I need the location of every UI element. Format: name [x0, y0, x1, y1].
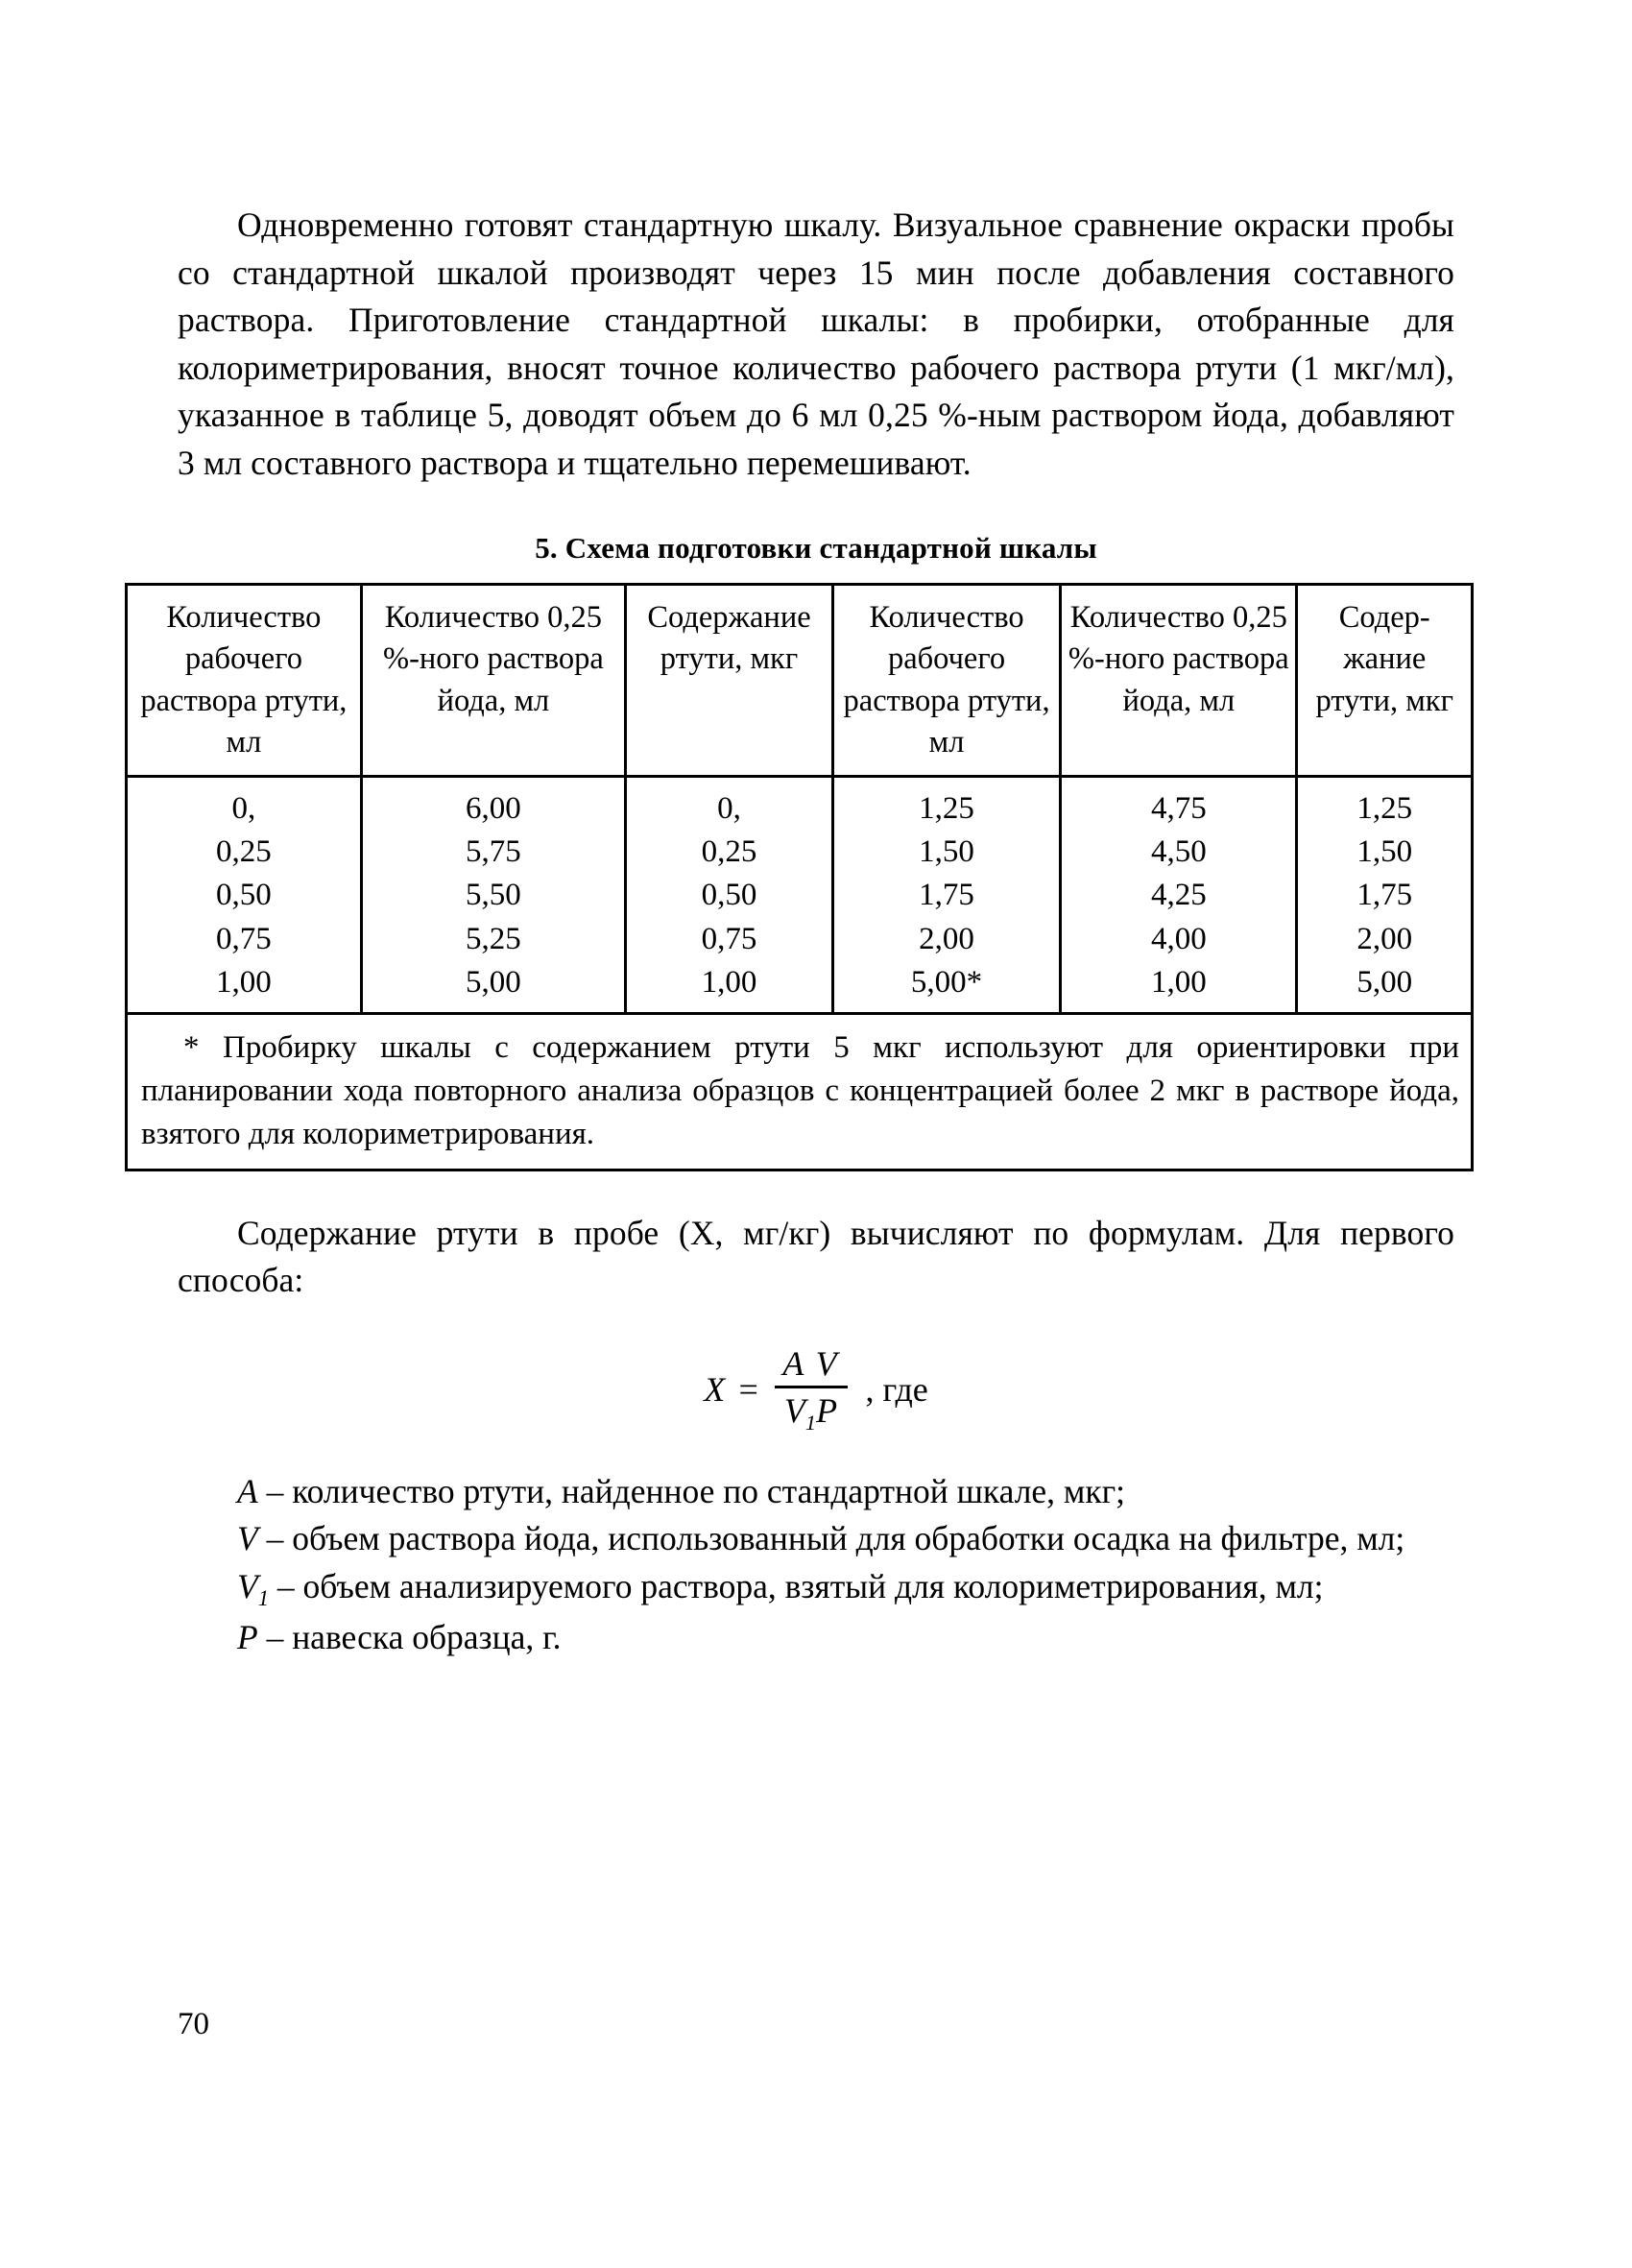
column-header-hg-content-1: Содержание ртути, мкг	[624, 584, 834, 778]
cell-column-1: 0, 0,25 0,50 0,75 1,00	[125, 776, 363, 1014]
denominator-subscript: 1	[804, 1410, 817, 1435]
fraction-bar-icon	[774, 1385, 848, 1388]
definition-V: V – объем раствора йода, использованный …	[178, 1515, 1454, 1563]
symbol-P: P	[237, 1617, 258, 1656]
definition-V1-text: – объем анализируемого раствора, взятый …	[269, 1566, 1324, 1605]
symbol-A: A	[237, 1471, 258, 1510]
formula-where-label: , где	[865, 1369, 928, 1409]
cell-column-2: 6,00 5,75 5,50 5,25 5,00	[359, 776, 628, 1014]
definition-P: P – навеска образца, г.	[178, 1614, 1454, 1662]
column-header-hg-working-solution-2: Количество рабочего раствора ртути, мл	[830, 584, 1063, 778]
formula-numerator: A V	[782, 1343, 839, 1383]
standard-scale-table: Количество рабочего раствора ртути, мл К…	[125, 583, 1474, 1171]
formula-block: X = A V V1P , где	[178, 1343, 1454, 1436]
cell-column-3: 0, 0,25 0,50 0,75 1,00	[624, 776, 834, 1014]
cell-column-4: 1,25 1,50 1,75 2,00 5,00*	[830, 776, 1063, 1014]
formula-lhs: X	[704, 1369, 726, 1409]
definition-A: A – количество ртути, найденное по станд…	[178, 1468, 1454, 1516]
table-footnote-row: * Пробирку шкалы с содержанием ртути 5 м…	[125, 1011, 1474, 1170]
standard-scale-table-wrapper: Количество рабочего раствора ртути, мл К…	[125, 583, 1474, 1171]
denominator-p: P	[816, 1390, 838, 1430]
table-data-row: 0, 0,25 0,50 0,75 1,00 6,00 5,75 5,50 5,…	[125, 776, 1474, 1014]
intro-paragraph: Одновременно готовят стандартную шкалу. …	[178, 205, 1454, 482]
formula-equals: =	[736, 1369, 760, 1409]
cell-column-6: 1,25 1,50 1,75 2,00 5,00	[1295, 776, 1474, 1014]
definition-P-text: – навеска образца, г.	[257, 1617, 562, 1656]
definition-V1: V1 – объем анализируемого раствора, взят…	[178, 1563, 1454, 1614]
definition-A-text: – количество ртути, найденное по стандар…	[257, 1471, 1126, 1510]
formula-denominator: V1P	[779, 1388, 843, 1436]
table-caption: 5. Схема подготовки стандартной шкалы	[535, 531, 1097, 566]
denominator-v: V	[783, 1390, 805, 1430]
table-header-row: Количество рабочего раствора ртути, мл К…	[125, 584, 1474, 778]
column-header-hg-content-2: Содер- жание ртути, мкг	[1295, 584, 1474, 778]
column-header-iodine-solution-1: Количество 0,25 %-ного раствора йода, мл	[359, 584, 628, 778]
cell-column-5: 4,75 4,50 4,25 4,00 1,00	[1059, 776, 1299, 1014]
variable-definitions: A – количество ртути, найденное по станд…	[178, 1468, 1454, 1661]
column-header-hg-working-solution-1: Количество рабочего раствора ртути, мл	[125, 584, 363, 778]
symbol-V1: V1	[237, 1566, 270, 1610]
definition-V-text: – объем раствора йода, использованный дл…	[257, 1519, 1405, 1558]
formula-lead-paragraph: Содержание ртути в пробе (X, мг/кг) вычи…	[178, 1213, 1454, 1300]
column-header-iodine-solution-2: Количество 0,25 %-ного раствора йода, мл	[1059, 584, 1299, 778]
page-content: Одновременно готовят стандартную шкалу. …	[125, 202, 1474, 1661]
page-number: 70	[178, 2007, 209, 2041]
mercury-content-formula: X = A V V1P , где	[704, 1343, 928, 1436]
symbol-V: V	[237, 1519, 258, 1558]
table-footnote: * Пробирку шкалы с содержанием ртути 5 м…	[125, 1011, 1474, 1170]
formula-fraction: A V V1P	[774, 1343, 848, 1436]
